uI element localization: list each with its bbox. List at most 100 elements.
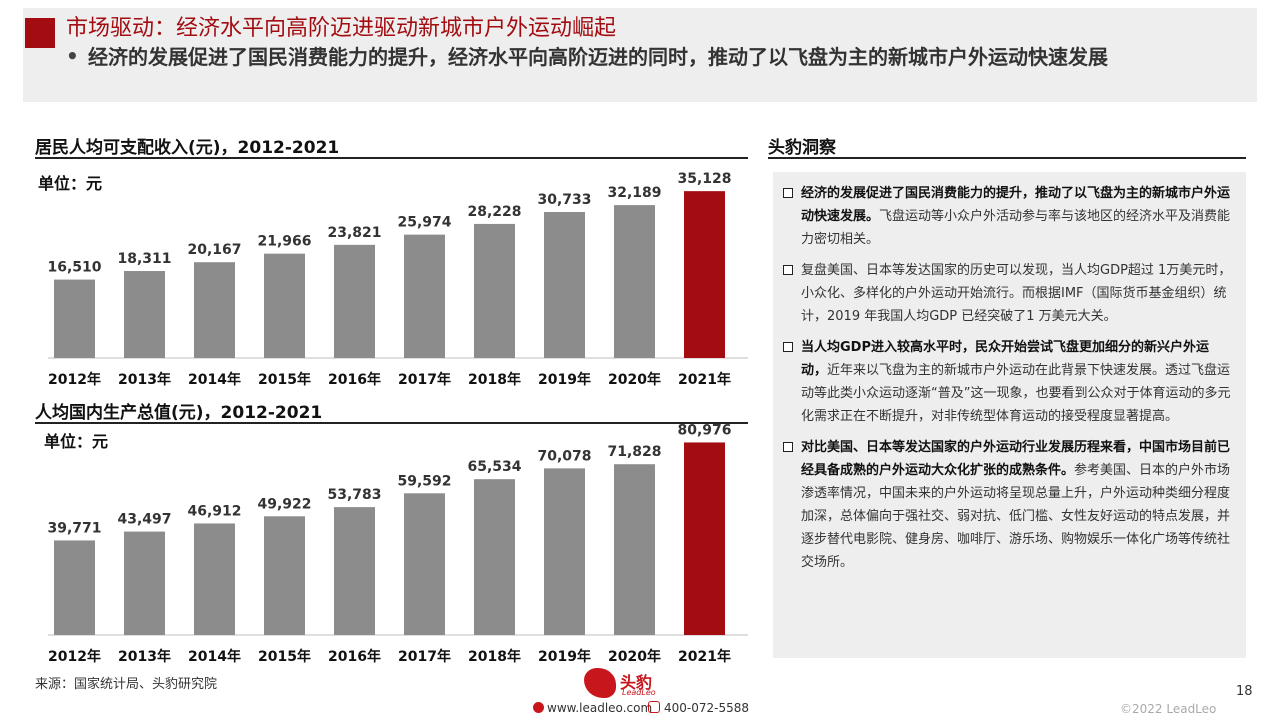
chart1-title: 居民人均可支配收入(元)，2012-2021 [35,138,340,158]
subtitle-bullet: • [66,44,79,68]
checkbox-bullet-icon [783,188,793,198]
insight-item: 复盘美国、日本等发达国家的历史可以发现，当人均GDP超过 1万美元时，小众化、多… [783,259,1232,328]
category-label-7: 2019年 [538,648,591,665]
category-label-3: 2015年 [258,648,311,665]
category-label-4: 2016年 [328,648,381,665]
bar-7 [544,212,585,358]
category-label-6: 2018年 [468,371,521,388]
value-label-7: 70,078 [537,448,591,464]
insight-item: 经济的发展促进了国民消费能力的提升，推动了以飞盘为主的新城市户外运动快速发展。飞… [783,182,1232,251]
value-label-4: 23,821 [327,225,381,241]
value-label-1: 18,311 [117,251,171,267]
category-label-2: 2014年 [188,371,241,388]
bar-2 [194,523,235,635]
value-label-5: 59,592 [397,473,451,489]
value-label-6: 28,228 [467,204,521,220]
browser-icon [533,702,544,713]
value-label-8: 71,828 [607,444,661,460]
bar-5 [404,493,445,635]
category-label-4: 2016年 [328,371,381,388]
bar-1 [124,531,165,635]
bar-0 [54,540,95,635]
category-label-9: 2021年 [678,371,731,388]
bar-3 [264,253,305,358]
insight-item-text: 参考美国、日本的户外市场渗透率情况，中国未来的户外运动将呈现总量上升，户外运动种… [801,463,1231,570]
page-title: 市场驱动：经济水平向高阶迈进驱动新城市户外运动崛起 [66,16,617,41]
bar-1 [124,271,165,358]
chart2-title: 人均国内生产总值(元)，2012-2021 [35,403,323,423]
source-note: 来源：国家统计局、头豹研究院 [35,677,218,692]
value-label-4: 53,783 [327,487,381,503]
category-label-8: 2020年 [608,371,661,388]
category-label-2: 2014年 [188,648,241,665]
insight-item-bold: 对比美国、日本等发达国家的户外运动行业发展历程来看，中国市场目前已经具备成熟的户… [801,440,1231,478]
chart1-income-bar-chart: 16,510 2012年 18,311 2013年 20,167 2014年 21,966 2… [47,171,748,388]
chart2-gdp-bar-chart: 39,771 2012年 43,497 2013年 46,912 2014年 49,922 2… [47,422,748,665]
bar-9 [684,442,725,635]
title-marker [25,18,55,48]
bar-4 [334,507,375,635]
value-label-2: 46,912 [187,503,241,519]
value-label-3: 49,922 [257,496,311,512]
chart2-unit-label: 单位：元 [44,432,109,451]
insight-item-bold: 经济的发展促进了国民消费能力的提升，推动了以飞盘为主的新城市户外运动快速发展。 [801,186,1231,224]
chart1-rule [35,157,748,159]
category-label-5: 2017年 [398,371,451,388]
value-label-1: 43,497 [117,512,171,528]
bar-3 [264,516,305,635]
logo-text-en: LeadLeo [622,688,656,697]
website-text[interactable]: www.leadleo.com [547,701,653,715]
chart2-rule [35,422,748,424]
bar-5 [404,234,445,358]
title-bar [23,8,1257,102]
value-label-0: 39,771 [47,520,101,536]
bar-6 [474,223,515,358]
leopard-logo-icon [584,668,616,698]
insight-item-text: 复盘美国、日本等发达国家的历史可以发现，当人均GDP超过 1万美元时，小众化、多… [801,263,1232,324]
page-number: 18 [1236,684,1253,699]
category-label-7: 2019年 [538,371,591,388]
phone-text: 400-072-5588 [664,701,750,715]
category-label-0: 2012年 [48,648,101,665]
page-subtitle: 经济的发展促进了国民消费能力的提升，经济水平向高阶迈进的同时，推动了以飞盘为主的… [88,45,1108,69]
value-label-5: 25,974 [397,215,451,231]
value-label-9: 80,976 [677,422,731,438]
insight-item: 当人均GDP进入较高水平时，民众开始尝试飞盘更加细分的新兴户外运动，近年来以飞盘… [783,336,1232,428]
copyright: ©2022 LeadLeo [1120,702,1217,716]
footer-website[interactable]: www.leadleo.com [533,701,652,715]
insight-panel: 经济的发展促进了国民消费能力的提升，推动了以飞盘为主的新城市户外运动快速发展。飞… [773,172,1246,658]
logo-text-cn: 头豹 [620,673,653,692]
value-label-8: 32,189 [607,185,661,201]
value-label-7: 30,733 [537,192,591,208]
insight-rule [768,157,1246,159]
category-label-3: 2015年 [258,371,311,388]
value-label-9: 35,128 [677,171,731,187]
category-label-9: 2021年 [678,648,731,665]
category-label-8: 2020年 [608,648,661,665]
bar-4 [334,244,375,358]
category-label-6: 2018年 [468,648,521,665]
bar-9 [684,191,725,358]
category-label-0: 2012年 [48,371,101,388]
bar-8 [614,205,655,358]
bar-6 [474,479,515,635]
category-label-5: 2017年 [398,648,451,665]
bar-0 [54,279,95,358]
category-label-1: 2013年 [118,371,171,388]
bar-7 [544,468,585,635]
bar-8 [614,464,655,635]
bar-2 [194,262,235,358]
insight-item-text: 飞盘运动等小众户外活动参与率与该地区的经济水平及消费能力密切相关。 [801,209,1231,247]
footer-phone: 400-072-5588 [648,701,749,715]
value-label-3: 21,966 [257,234,311,250]
value-label-2: 20,167 [187,242,241,258]
value-label-6: 65,534 [467,459,521,475]
insight-item: 对比美国、日本等发达国家的户外运动行业发展历程来看，中国市场目前已经具备成熟的户… [783,436,1232,574]
insight-item-text: 近年来以飞盘为主的新城市户外运动在此背景下快速发展。透过飞盘运动等此类小众运动逐… [801,363,1231,424]
insight-title: 头豹洞察 [768,138,836,158]
checkbox-bullet-icon [783,265,793,275]
category-label-1: 2013年 [118,648,171,665]
phone-icon [648,701,660,713]
checkbox-bullet-icon [783,342,793,352]
insight-item-bold: 当人均GDP进入较高水平时，民众开始尝试飞盘更加细分的新兴户外运动， [801,340,1209,378]
